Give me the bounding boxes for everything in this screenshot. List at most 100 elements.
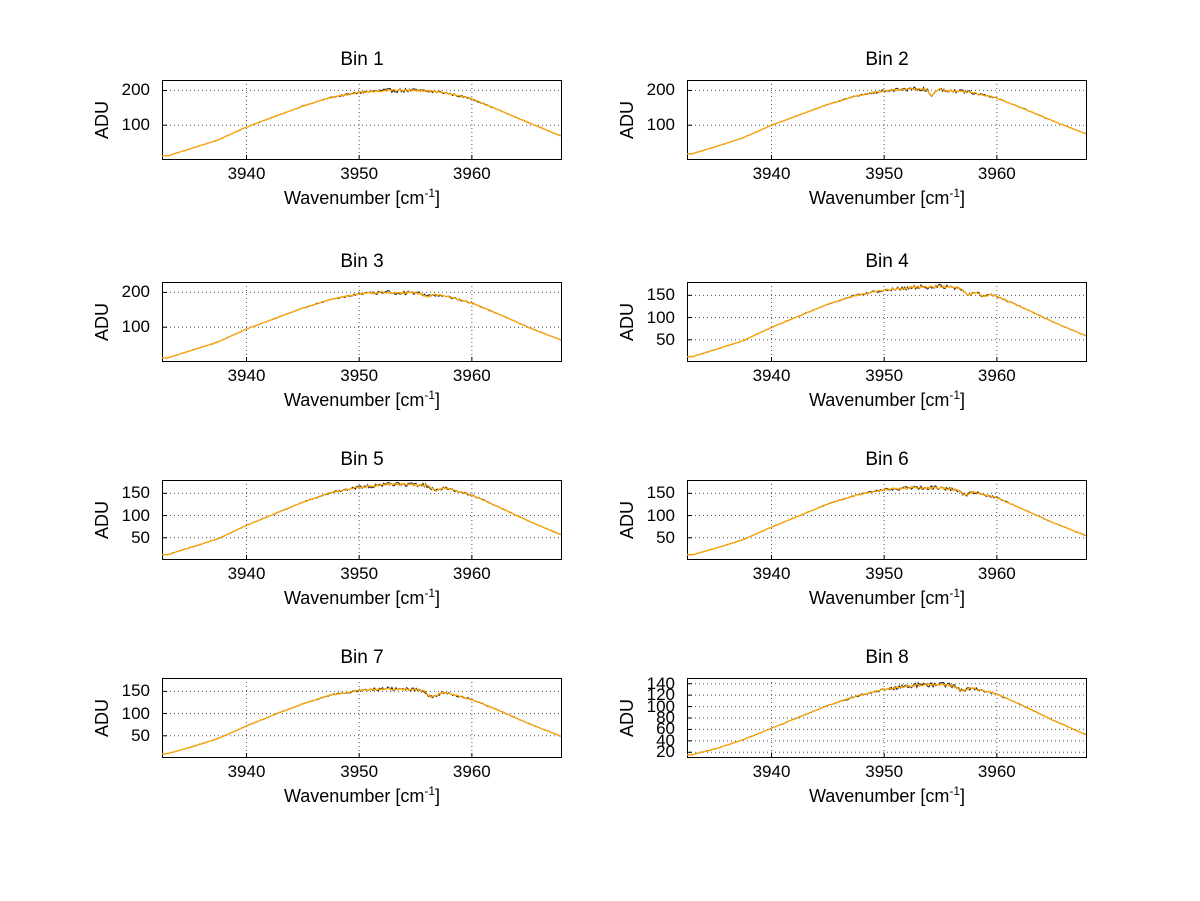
spectrum-line [687,284,1087,358]
subplot-title: Bin 8 [865,647,909,668]
x-tick-labels: 3940 3950 3960 [162,366,562,386]
y-tick-label: 50 [656,329,675,349]
x-tick-label: 3950 [340,164,379,183]
spectrum-line-overlay [162,482,562,556]
subplot-bin-4: Bin 4 ADU 50 100 150 3940 3950 3960 Wavenumb… [597,250,1097,428]
subplot-bin-1: Bin 1 ADU 100 200 3940 3950 3960 Wavenumber… [72,48,572,226]
axes-box [687,282,1087,362]
x-axis-label-text: Wavenumber [cm [283,188,425,208]
subplot-title: Bin 5 [340,449,384,470]
y-tick-labels: 50 100 150 [72,678,156,758]
x-axis-label-text: Wavenumber [cm [283,786,425,806]
y-tick-label: 100 [121,317,150,337]
x-tick-label: 3960 [452,762,491,781]
subplot-bin-2: Bin 2 ADU 100 200 3940 3950 3960 Wavenumber… [597,48,1097,226]
spectrum-line-overlay [687,283,1087,358]
plot-canvas [687,480,1087,560]
y-tick-label: 60 [656,719,675,739]
axes-box [162,678,562,758]
x-axis-label-bracket: ] [960,188,966,208]
spectrum-line-overlay [162,290,562,359]
x-axis-label-bracket: ] [435,390,441,410]
axes-box [162,480,562,560]
x-axis-label: Wavenumber [cm-1] [162,587,562,609]
x-axis-label-text: Wavenumber [cm [283,588,425,608]
x-axis-label: Wavenumber [cm-1] [687,587,1087,609]
x-tick-label: 3940 [752,164,791,183]
y-tick-label: 200 [646,80,675,100]
x-tick-label: 3960 [977,564,1016,583]
plot-canvas [162,678,562,758]
plot-canvas [687,678,1087,758]
subplot-bin-3: Bin 3 ADU 100 200 3940 3950 3960 Wavenumber… [72,250,572,428]
axes-box [162,282,562,362]
x-axis-label-bracket: ] [960,786,966,806]
x-tick-labels: 3940 3950 3960 [687,366,1087,386]
x-tick-labels: 3940 3950 3960 [687,762,1087,782]
spectrum-line [162,290,562,359]
subplot-title: Bin 4 [865,251,909,272]
x-axis-label: Wavenumber [cm-1] [162,389,562,411]
x-tick-label: 3960 [977,762,1016,781]
y-tick-label: 80 [656,708,675,727]
x-tick-label: 3950 [340,366,379,385]
x-axis-label-bracket: ] [435,786,441,806]
x-tick-label: 3950 [865,366,904,385]
x-tick-label: 3960 [977,164,1016,183]
subplot-bin-8: Bin 8 ADU 20 40 60 80 100 120 140 3940 3950 3960… [597,646,1097,824]
y-tick-label: 100 [646,505,675,525]
x-axis-label-bracket: ] [960,588,966,608]
x-tick-labels: 3940 3950 3960 [687,164,1087,184]
spectrum-line [162,482,562,556]
subplot-title: Bin 6 [865,449,909,470]
x-axis-label-superscript: -1 [949,586,961,600]
x-tick-labels: 3940 3950 3960 [687,564,1087,584]
subplot-title: Bin 3 [340,251,384,272]
subplot-bin-5: Bin 5 ADU 50 100 150 3940 3950 3960 Wavenumb… [72,448,572,626]
x-tick-label: 3940 [752,762,791,781]
x-axis-label-text: Wavenumber [cm [808,786,950,806]
y-tick-label: 200 [121,80,150,100]
spectrum-line-overlay [687,681,1086,756]
spectrum-line [687,87,1087,155]
y-tick-label: 100 [121,505,150,525]
x-tick-label: 3940 [227,762,266,781]
x-axis-label: Wavenumber [cm-1] [687,187,1087,209]
x-axis-label-superscript: -1 [949,784,961,798]
spectrum-line [687,682,1087,756]
y-tick-labels: 100 200 [597,80,681,160]
x-axis-label-bracket: ] [960,390,966,410]
x-axis-label: Wavenumber [cm-1] [687,785,1087,807]
subplot-title: Bin 1 [340,49,384,70]
x-axis-label-bracket: ] [435,188,441,208]
x-axis-label-text: Wavenumber [cm [283,390,425,410]
x-axis-label: Wavenumber [cm-1] [162,187,562,209]
plot-canvas [162,480,562,560]
x-tick-label: 3950 [340,564,379,583]
subplot-title: Bin 2 [865,49,909,70]
y-tick-label: 100 [121,703,150,723]
y-tick-label: 140 [646,673,675,693]
y-tick-labels: 50 100 150 [597,282,681,362]
x-axis-label-superscript: -1 [424,586,436,600]
y-tick-label: 20 [656,742,675,762]
x-axis-label-superscript: -1 [949,388,961,402]
x-axis-label-text: Wavenumber [cm [808,390,950,410]
y-tick-label: 100 [121,115,150,135]
x-axis-label-text: Wavenumber [cm [808,588,950,608]
y-tick-label: 100 [646,307,675,327]
axes-box [687,480,1087,560]
subplot-bin-7: Bin 7 ADU 50 100 150 3940 3950 3960 Wavenumb… [72,646,572,824]
y-tick-label: 100 [646,696,675,716]
plot-canvas [687,282,1087,362]
x-tick-label: 3960 [452,366,491,385]
plot-canvas [162,282,562,362]
axes-box [162,80,562,160]
spectrum-line-overlay [687,86,1087,155]
y-tick-labels: 100 200 [72,80,156,160]
x-tick-label: 3940 [752,366,791,385]
x-axis-label-superscript: -1 [424,388,436,402]
y-tick-label: 100 [646,115,675,135]
x-tick-label: 3960 [977,366,1016,385]
